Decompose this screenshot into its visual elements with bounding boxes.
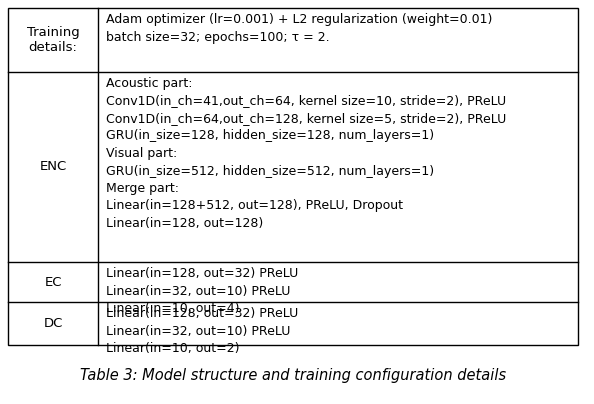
Text: Table 3: Model structure and training configuration details: Table 3: Model structure and training co…	[80, 368, 506, 383]
Text: Conv1D(in_ch=41,out_ch=64, kernel size=10, stride=2), PReLU: Conv1D(in_ch=41,out_ch=64, kernel size=1…	[106, 95, 506, 107]
Text: batch size=32; epochs=100; τ = 2.: batch size=32; epochs=100; τ = 2.	[106, 30, 330, 44]
Text: Visual part:: Visual part:	[106, 147, 177, 160]
Text: GRU(in_size=128, hidden_size=128, num_layers=1): GRU(in_size=128, hidden_size=128, num_la…	[106, 130, 434, 143]
Text: Linear(in=128+512, out=128), PReLU, Dropout: Linear(in=128+512, out=128), PReLU, Drop…	[106, 200, 403, 213]
Text: Adam optimizer (lr=0.001) + L2 regularization (weight=0.01): Adam optimizer (lr=0.001) + L2 regulariz…	[106, 13, 492, 26]
Text: Linear(in=32, out=10) PReLU: Linear(in=32, out=10) PReLU	[106, 284, 290, 297]
Text: Linear(in=128, out=128): Linear(in=128, out=128)	[106, 217, 263, 230]
Text: GRU(in_size=512, hidden_size=512, num_layers=1): GRU(in_size=512, hidden_size=512, num_la…	[106, 164, 434, 177]
Text: ENC: ENC	[39, 160, 67, 173]
Text: Linear(in=10, out=4): Linear(in=10, out=4)	[106, 302, 239, 315]
Text: EC: EC	[44, 276, 62, 288]
Text: DC: DC	[43, 317, 63, 330]
Bar	[8, 8, 578, 345]
Text: Linear(in=128, out=32) PReLU: Linear(in=128, out=32) PReLU	[106, 307, 298, 320]
Text: Training
details:: Training details:	[27, 26, 80, 54]
Text: Linear(in=128, out=32) PReLU: Linear(in=128, out=32) PReLU	[106, 267, 298, 280]
Text: Merge part:: Merge part:	[106, 182, 179, 195]
Text: Linear(in=32, out=10) PReLU: Linear(in=32, out=10) PReLU	[106, 324, 290, 337]
Text: Conv1D(in_ch=64,out_ch=128, kernel size=5, stride=2), PReLU: Conv1D(in_ch=64,out_ch=128, kernel size=…	[106, 112, 506, 125]
Text: Linear(in=10, out=2): Linear(in=10, out=2)	[106, 342, 239, 355]
Text: Acoustic part:: Acoustic part:	[106, 77, 192, 90]
